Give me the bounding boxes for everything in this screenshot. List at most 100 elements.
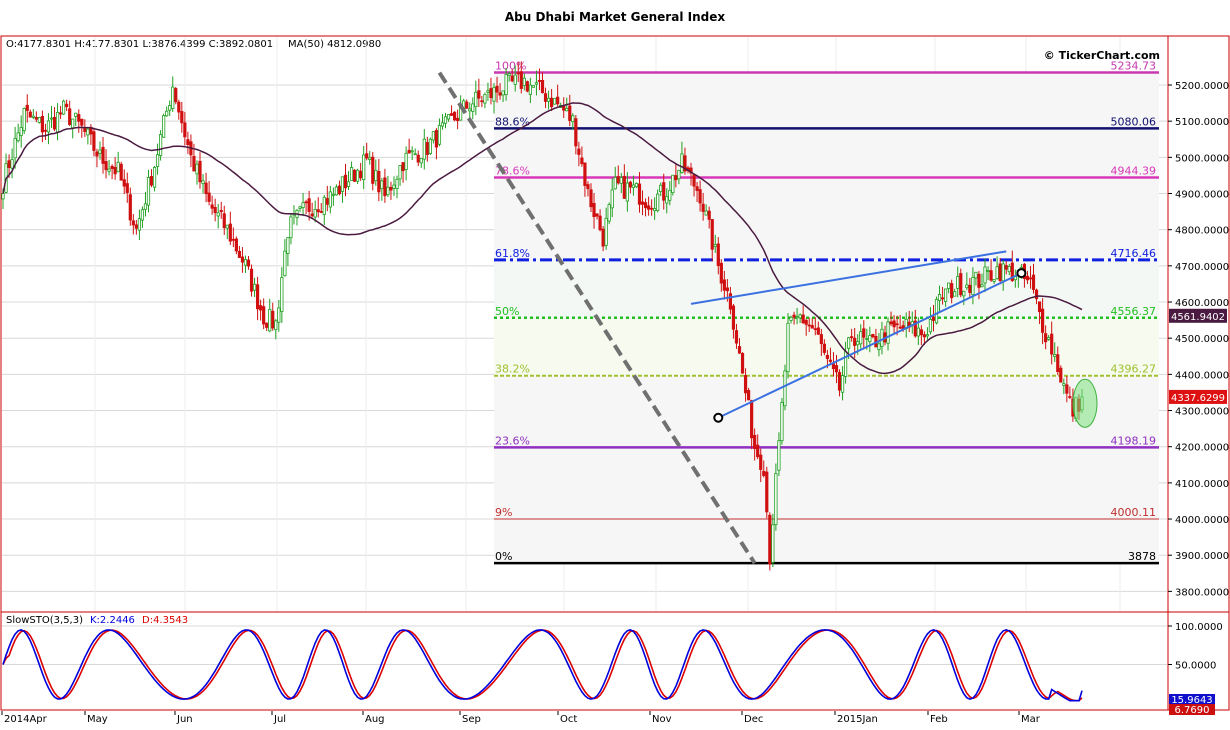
candle [313, 200, 317, 223]
fib-value-label: 3878 [1128, 550, 1156, 563]
candle [962, 290, 966, 306]
stoch-label: SlowSTO(3,5,3) [6, 615, 83, 626]
candle [953, 288, 957, 297]
candle [201, 174, 205, 194]
candle [959, 268, 963, 298]
candle [643, 198, 648, 217]
candle [980, 273, 984, 288]
candle [1065, 375, 1069, 403]
candle [422, 129, 426, 170]
candle [737, 338, 742, 354]
candle [534, 70, 539, 96]
fib-pct-label: 88.6% [495, 115, 530, 128]
candle [437, 118, 442, 147]
candle [419, 158, 423, 168]
candle [325, 185, 329, 212]
candle [850, 328, 854, 342]
candle [734, 323, 739, 349]
candle [1028, 265, 1033, 289]
candle [616, 165, 620, 185]
candle [4, 153, 8, 194]
candle [371, 152, 375, 191]
candle [528, 77, 532, 104]
candle [395, 175, 399, 199]
candle [919, 325, 923, 346]
candle [807, 317, 811, 333]
candle [801, 305, 805, 325]
fib-value-label: 4000.11 [1111, 506, 1157, 519]
candle [416, 150, 420, 167]
candle [168, 100, 172, 117]
candle [753, 428, 757, 461]
candle [37, 116, 41, 124]
candle [743, 368, 748, 402]
month-label: Jul [273, 714, 286, 725]
candle [231, 227, 235, 248]
candle [483, 92, 487, 109]
candle [271, 302, 275, 331]
candle [25, 94, 29, 123]
candle [504, 67, 508, 101]
candle [646, 196, 651, 216]
candle [246, 255, 251, 270]
candle [155, 143, 160, 175]
candle [365, 142, 369, 161]
candle [525, 80, 529, 93]
candle [604, 207, 608, 250]
candle [180, 101, 184, 133]
candle [471, 97, 475, 120]
candle [707, 206, 711, 229]
candle [249, 264, 254, 297]
candle [1053, 342, 1057, 362]
candle [10, 148, 14, 179]
candle [80, 118, 84, 138]
candle [104, 149, 108, 179]
ma-readout: MA(50) 4812.0980 [288, 39, 381, 50]
candle [234, 236, 238, 255]
candle [13, 126, 17, 169]
candle [98, 141, 102, 160]
month-label: May [87, 714, 108, 725]
channel-lower-line [717, 272, 1022, 419]
candle [786, 313, 790, 379]
candle [792, 311, 796, 325]
candle [183, 111, 187, 146]
candle [404, 146, 408, 181]
candle [828, 347, 833, 365]
price-tick-label: 3900.0000 [1175, 551, 1229, 562]
candle [425, 136, 429, 162]
candle [349, 161, 354, 181]
candle [950, 279, 954, 304]
candle [1068, 386, 1072, 400]
ohlc-readout: O:4177.8301 H:4177.8301 L:3876.4399 C:38… [6, 39, 273, 50]
fib-value-label: 4716.46 [1111, 247, 1157, 260]
candle [947, 282, 951, 294]
candle [601, 226, 605, 252]
candle [101, 136, 105, 174]
candle [716, 237, 720, 275]
fib-pct-label: 23.6% [495, 434, 530, 447]
candle [574, 114, 578, 155]
candle [668, 181, 672, 206]
candle [892, 315, 896, 334]
candle [583, 162, 587, 197]
channel-start-handle [713, 412, 724, 423]
candle [86, 126, 90, 145]
price-tick-label: 4000.0000 [1175, 515, 1229, 526]
candle [549, 88, 554, 112]
candle [501, 90, 505, 102]
candle [289, 213, 293, 245]
stoch-d-tag: 6.7690 [1169, 704, 1215, 716]
candle [22, 107, 26, 134]
stoch-panel-frame [0, 611, 1230, 711]
candle [519, 61, 523, 94]
candle [898, 314, 902, 330]
candle [46, 113, 51, 145]
candle [889, 311, 893, 327]
candle [859, 324, 863, 349]
candle [453, 111, 457, 122]
candle [356, 168, 360, 184]
candle [546, 90, 551, 110]
candle [316, 197, 320, 218]
candle [210, 195, 214, 215]
